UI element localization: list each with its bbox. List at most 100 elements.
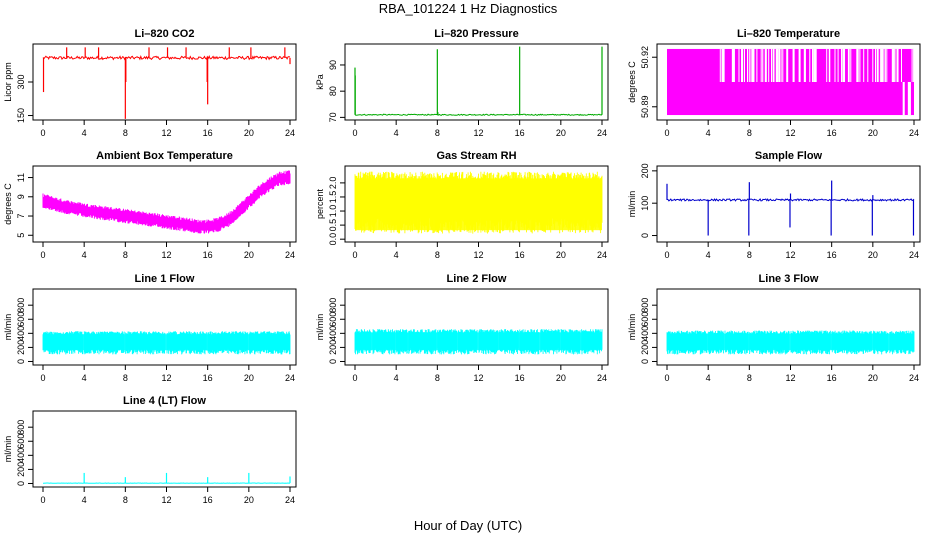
plot-frame — [344, 43, 609, 121]
y-tick-label: 800 — [640, 298, 650, 313]
x-tick-label: 16 — [827, 373, 837, 383]
series-lower-region — [813, 48, 816, 82]
x-tick-label: 8 — [435, 373, 440, 383]
y-tick-label: 600 — [640, 312, 650, 327]
x-tick-label: 20 — [556, 128, 566, 138]
x-tick-label: 8 — [747, 128, 752, 138]
x-tick-label: 8 — [747, 373, 752, 383]
plot-frame — [656, 165, 921, 243]
plot-frame — [344, 288, 609, 366]
x-tick-label: 16 — [515, 128, 525, 138]
series-lower-region — [792, 48, 795, 82]
chart-panel-5: Gas Stream RH percent 0 4 8 12 16 20 24 0.00.51.0… — [315, 150, 609, 260]
figure-title: RBA_101224 1 Hz Diagnostics — [378, 1, 558, 16]
x-tick-label: 16 — [515, 250, 525, 260]
y-tick-label: 50.89 — [640, 96, 650, 119]
y-tick-label: 0 — [328, 359, 338, 364]
x-tick-label: 8 — [747, 250, 752, 260]
series-lower-region — [752, 48, 755, 82]
chart-title: Line 4 (LT) Flow — [123, 395, 206, 407]
x-tick-label: 4 — [394, 250, 399, 260]
plot-frame — [32, 165, 297, 243]
x-tick-label: 24 — [909, 128, 919, 138]
y-tick-label: 1.5 — [328, 191, 338, 204]
y-tick-label: 80 — [328, 86, 338, 96]
y-tick-label: 200 — [640, 163, 650, 178]
y-axis-label: kPa — [315, 74, 325, 90]
chart-panel-1: Li–820 CO2 Licor ppm 0 4 8 12 16 20 24 150 300 — [3, 28, 297, 138]
x-tick-label: 0 — [664, 128, 669, 138]
x-tick-label: 24 — [285, 128, 295, 138]
chart-panel-2: Li–820 Pressure kPa 0 4 8 12 16 20 24 70 80 90 — [315, 28, 609, 138]
x-tick-label: 0 — [40, 250, 45, 260]
y-axis-label: percent — [315, 188, 325, 219]
x-tick-label: 12 — [785, 250, 795, 260]
x-tick-label: 8 — [435, 128, 440, 138]
series-line — [354, 113, 603, 116]
x-tick-label: 12 — [161, 250, 171, 260]
x-tick-label: 4 — [706, 373, 711, 383]
chart-panel-8: Line 2 Flow ml/min 0 4 8 12 16 20 24 0 20040060080… — [315, 273, 609, 383]
y-tick-label: 0 — [640, 359, 650, 364]
x-tick-label: 0 — [664, 373, 669, 383]
series-lower-region — [776, 48, 779, 82]
x-tick-label: 20 — [556, 250, 566, 260]
plot-frame — [32, 288, 297, 366]
x-tick-label: 0 — [40, 128, 45, 138]
x-tick-label: 0 — [352, 373, 357, 383]
series-band-core — [355, 332, 602, 351]
y-axis-label: ml/min — [3, 314, 13, 341]
y-tick-label: 11 — [16, 173, 26, 182]
y-tick-label: 200 — [640, 340, 650, 355]
x-tick-label: 20 — [868, 373, 878, 383]
x-tick-label: 0 — [664, 250, 669, 260]
y-tick-label: 0.0 — [328, 233, 338, 246]
x-tick-label: 4 — [82, 373, 87, 383]
x-tick-label: 0 — [40, 373, 45, 383]
x-tick-label: 12 — [473, 373, 483, 383]
plot-frame — [656, 43, 921, 121]
x-tick-label: 20 — [868, 250, 878, 260]
chart-title: Line 2 Flow — [447, 273, 507, 285]
y-tick-label: 200 — [16, 462, 26, 477]
x-tick-label: 4 — [82, 495, 87, 505]
x-tick-label: 20 — [556, 373, 566, 383]
chart-panel-10: Line 4 (LT) Flow ml/min 0 4 8 12 16 20 24 0 200400… — [3, 395, 297, 505]
series-lower-region — [764, 48, 767, 82]
y-axis-label: Licor ppm — [3, 62, 13, 102]
x-tick-label: 4 — [706, 250, 711, 260]
x-tick-label: 12 — [161, 373, 171, 383]
x-tick-label: 24 — [285, 495, 295, 505]
series-upper-region — [907, 82, 911, 116]
plot-frame — [656, 288, 921, 366]
x-tick-label: 20 — [244, 250, 254, 260]
x-tick-label: 20 — [244, 373, 254, 383]
series-lower-region — [856, 48, 859, 82]
x-tick-label: 12 — [161, 495, 171, 505]
x-tick-label: 16 — [827, 250, 837, 260]
y-tick-label: 50.92 — [640, 46, 650, 69]
y-tick-label: 400 — [16, 448, 26, 463]
x-tick-label: 16 — [203, 495, 213, 505]
x-tick-label: 20 — [868, 128, 878, 138]
y-tick-label: 400 — [16, 326, 26, 341]
x-tick-label: 24 — [285, 373, 295, 383]
y-tick-label: 0 — [16, 359, 26, 364]
series-lower-region — [721, 48, 725, 82]
x-tick-label: 0 — [352, 128, 357, 138]
y-tick-label: 200 — [16, 340, 26, 355]
y-tick-label: 800 — [16, 298, 26, 313]
series-lower-region — [896, 48, 899, 82]
series-line — [42, 55, 291, 61]
x-tick-label: 12 — [785, 128, 795, 138]
chart-panel-9: Line 3 Flow ml/min 0 4 8 12 16 20 24 0 20040060080… — [627, 273, 921, 383]
x-tick-label: 16 — [827, 128, 837, 138]
y-tick-label: 600 — [16, 312, 26, 327]
x-tick-label: 20 — [244, 495, 254, 505]
y-tick-label: 400 — [640, 326, 650, 341]
y-axis-label: ml/min — [315, 314, 325, 341]
x-tick-label: 12 — [473, 250, 483, 260]
y-tick-label: 0 — [16, 481, 26, 486]
x-tick-label: 20 — [244, 128, 254, 138]
y-tick-label: 800 — [16, 420, 26, 435]
